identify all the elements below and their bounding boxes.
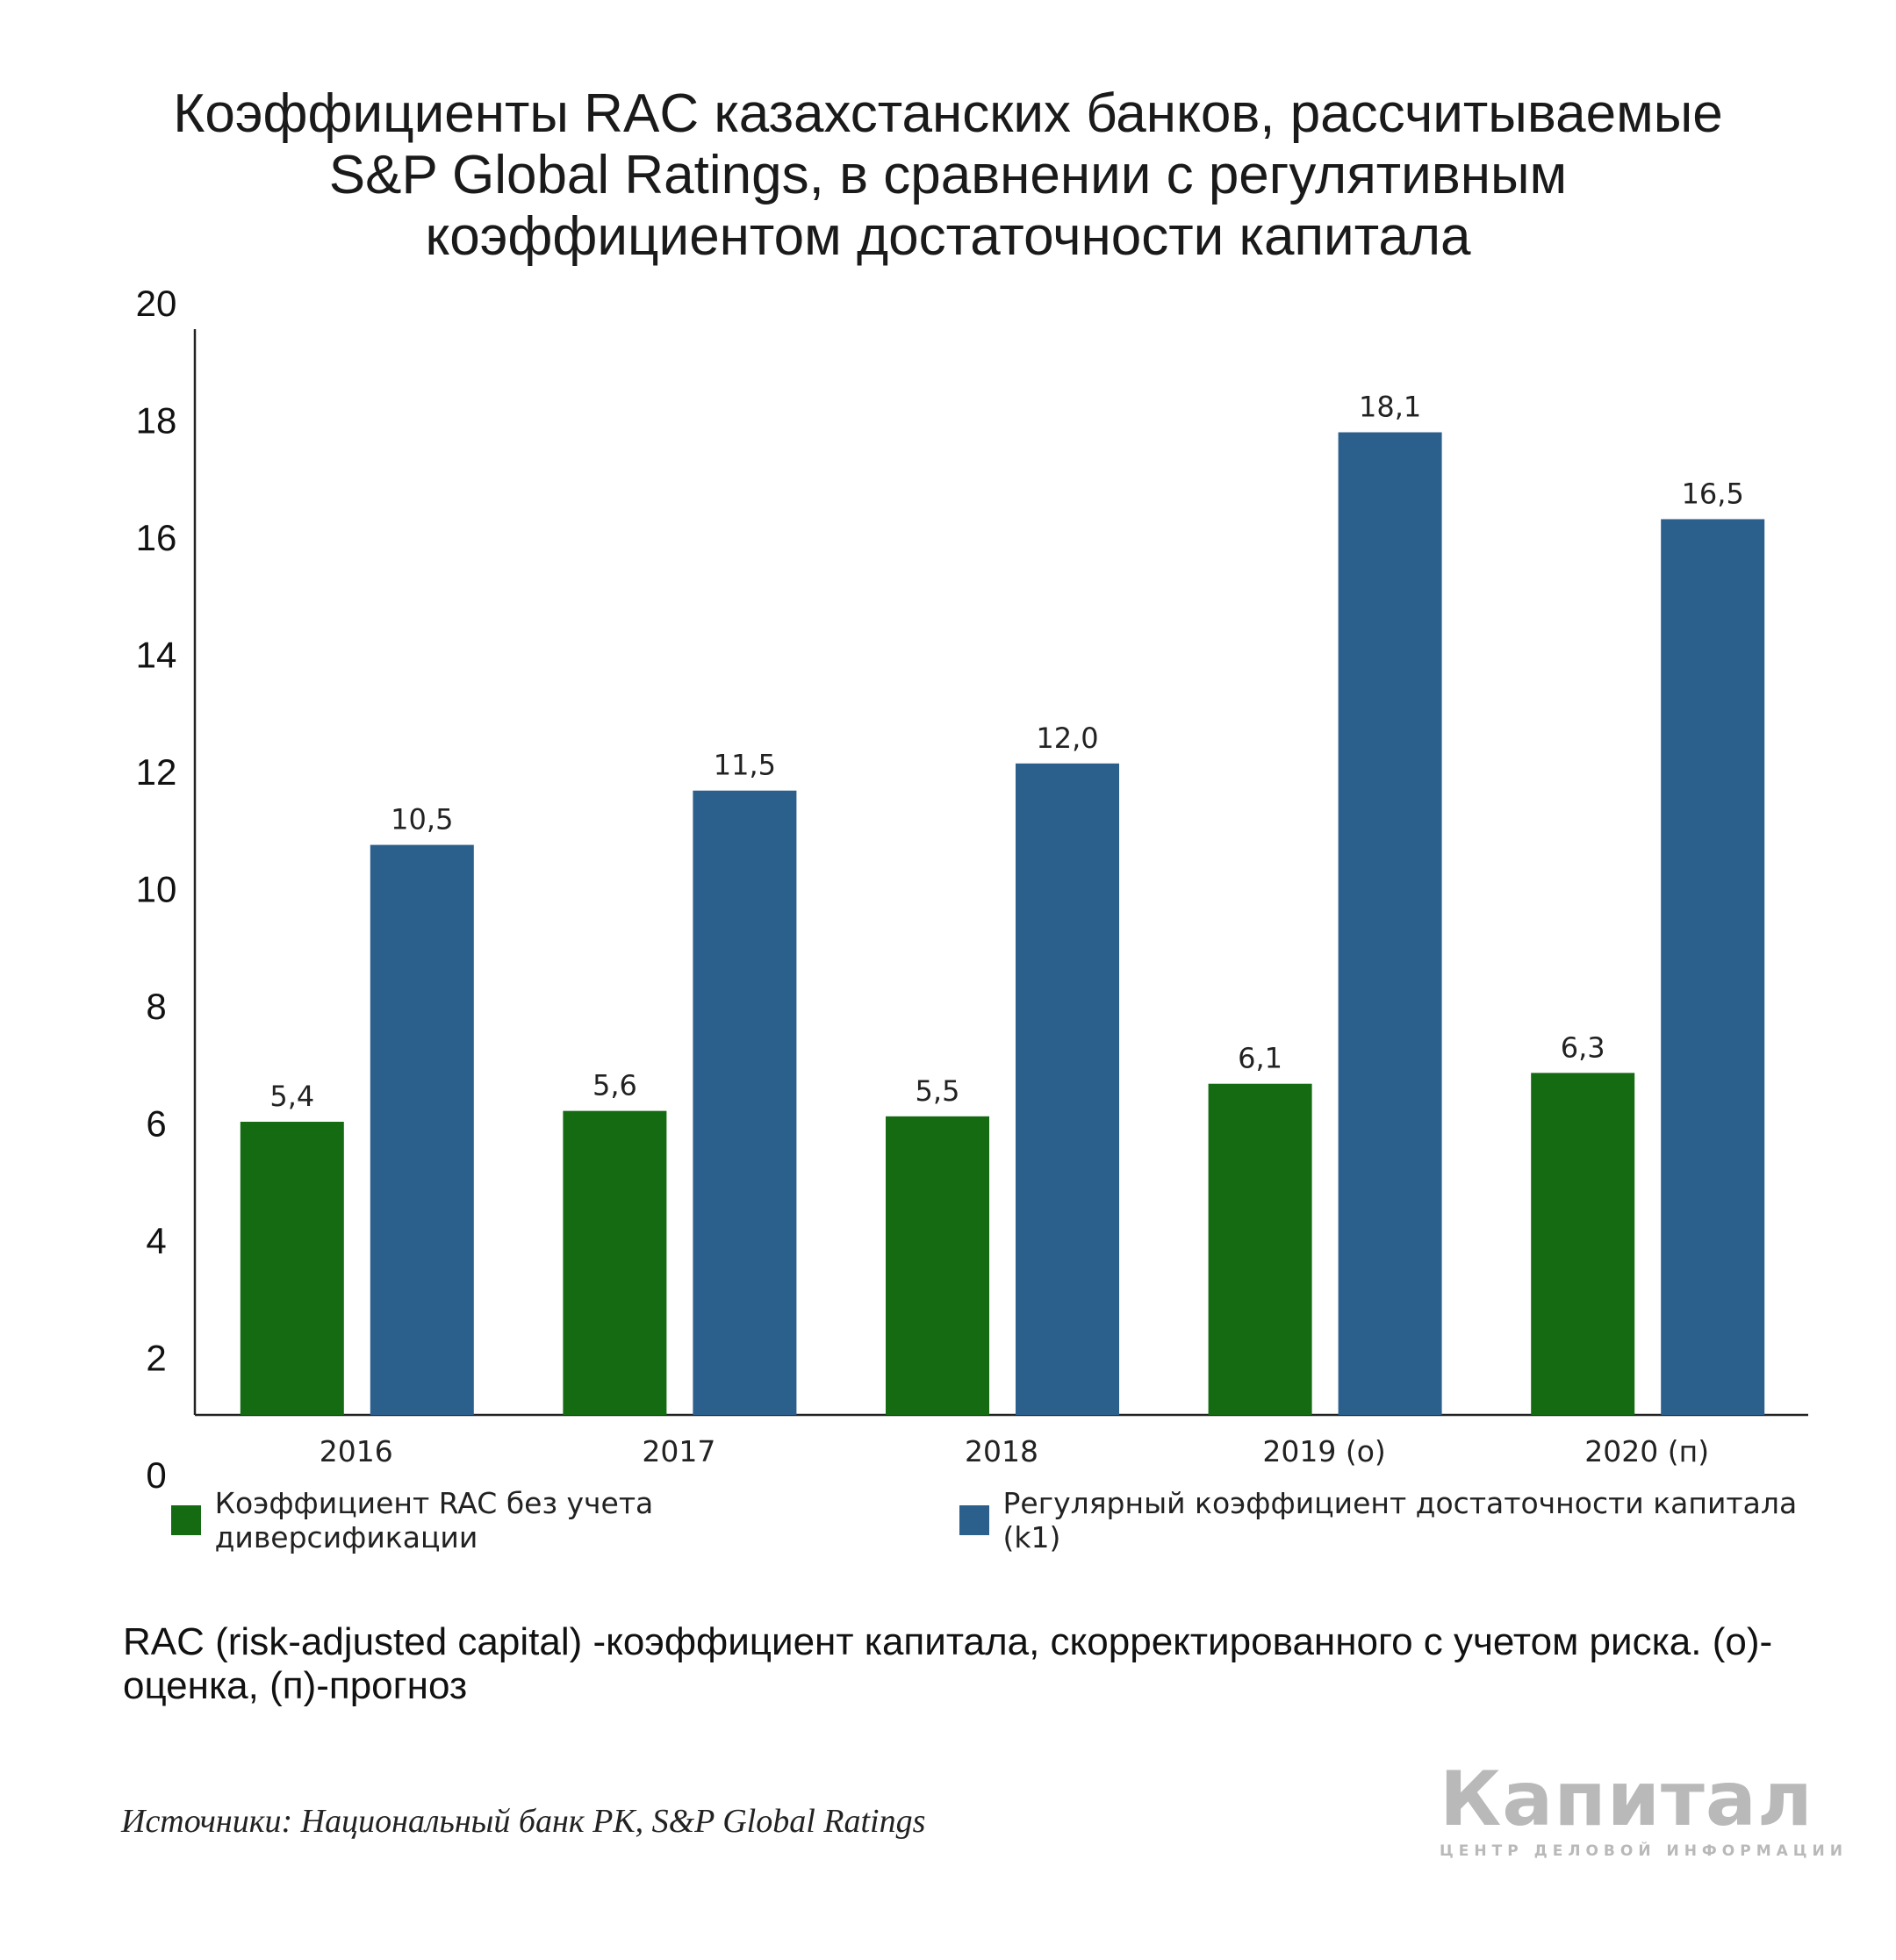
y-tick-label: 20 [136,283,177,324]
title-line: S&P Global Ratings, в сравнении с регуля… [328,145,1568,205]
y-tick-label: 6 [146,1103,166,1145]
data-label: 10,5 [391,803,453,836]
logo-tagline: ЦЕНТР ДЕЛОВОЙ ИНФОРМАЦИИ [1440,1842,1848,1860]
logo-name: Капитал [1440,1755,1813,1843]
legend-item-rac: Коэффициент RAC без учета диверсификации [171,1486,917,1554]
data-label: 12,0 [1036,722,1098,755]
footnote: RAC (risk-adjusted capital) -коэффициент… [123,1620,1773,1707]
y-tick-label: 4 [146,1220,166,1261]
legend-swatch-blue [959,1505,989,1535]
bar-k1 [370,844,474,1415]
bar-chart: 0 2 4 6 8 10 12 14 16 18 20 5,4 10,5 2016 5,6 11,5 2017 5… [136,283,1808,1492]
bar-k1 [1338,432,1442,1415]
x-tick-label: 2019 (о) [1262,1434,1385,1468]
data-label: 6,1 [1238,1042,1282,1075]
chart-title: Коэффициенты RAC казахстанских банков, р… [53,83,1843,268]
y-tick-label: 14 [136,635,177,676]
data-label: 18,1 [1359,391,1421,424]
y-tick-label: 18 [136,400,177,442]
data-label: 6,3 [1561,1030,1605,1064]
bar-rac [563,1110,667,1415]
y-tick-label: 8 [146,986,166,1027]
title-line: Коэффициенты RAC казахстанских банков, р… [173,83,1723,144]
legend-swatch-green [171,1505,201,1535]
data-label: 11,5 [714,749,776,782]
data-label: 5,6 [592,1069,637,1102]
legend-label: Регулярный коэффициент достаточности кап… [1002,1486,1798,1554]
data-label: 16,5 [1682,477,1744,510]
y-tick-label: 0 [146,1454,166,1492]
bar-rac [1531,1073,1635,1415]
bar-rac [240,1122,344,1415]
data-label: 5,4 [269,1080,314,1113]
x-tick-label: 2017 [642,1434,715,1468]
x-tick-label: 2018 [965,1434,1038,1468]
legend-label: Коэффициент RAC без учета диверсификации [214,1486,654,1554]
data-label: 5,5 [916,1074,960,1108]
y-tick-label: 2 [146,1338,166,1379]
bar-k1 [1016,763,1119,1415]
bar-rac [886,1116,989,1415]
legend-item-k1: Регулярный коэффициент достаточности кап… [959,1486,1854,1554]
y-tick-label: 10 [136,869,177,910]
y-tick-label: 12 [136,751,177,793]
source-line: Источники: Национальный банк РК, S&P Glo… [121,1803,926,1840]
kapital-logo: Капитал ЦЕНТР ДЕЛОВОЙ ИНФОРМАЦИИ [1440,1755,1848,1860]
title-line: коэффициентом достаточности капитала [425,206,1471,267]
y-tick-label: 16 [136,517,177,558]
bar-k1 [693,790,797,1415]
chart-legend: Коэффициент RAC без учета диверсификации… [171,1486,1896,1554]
bar-rac [1208,1083,1312,1415]
bar-k1 [1661,519,1765,1415]
x-tick-label: 2016 [320,1434,393,1468]
x-tick-label: 2020 (п) [1584,1434,1709,1468]
